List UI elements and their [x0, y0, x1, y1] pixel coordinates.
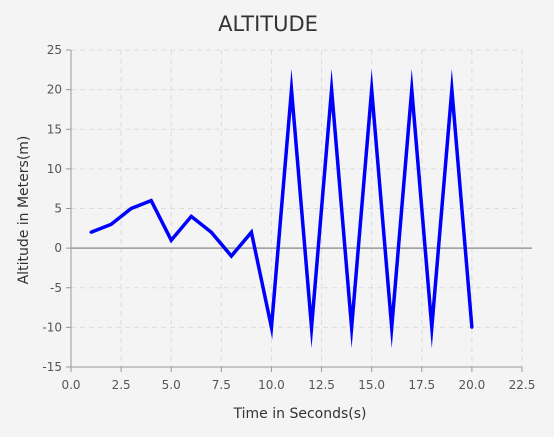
- data-point: [310, 325, 314, 329]
- y-tick-label: 20: [47, 83, 62, 97]
- x-tick-label: 7.5: [212, 378, 231, 392]
- y-tick-label: 10: [47, 162, 62, 176]
- y-axis-label: Altitude in Meters(m): [16, 136, 32, 285]
- series-line: [90, 68, 474, 349]
- y-tick-label: -10: [42, 320, 62, 334]
- x-tick-label: 17.5: [408, 378, 435, 392]
- data-point: [269, 325, 273, 329]
- data-point: [430, 325, 434, 329]
- data-point: [450, 88, 454, 92]
- data-point: [330, 88, 334, 92]
- data-point: [249, 230, 253, 234]
- y-axis-ticks: -15 -10 -5 0 5 10 15 20 25: [42, 43, 71, 374]
- x-tick-label: 5.0: [162, 378, 181, 392]
- y-tick-label: 25: [47, 43, 62, 57]
- data-point: [470, 325, 474, 329]
- data-point: [350, 325, 354, 329]
- x-tick-label: 22.5: [509, 378, 536, 392]
- grid: [70, 49, 523, 368]
- x-tick-label: 10.0: [258, 378, 285, 392]
- x-tick-label: 2.5: [112, 378, 131, 392]
- y-tick-label: 0: [54, 241, 62, 255]
- y-tick-label: -5: [50, 281, 62, 295]
- data-point: [410, 88, 414, 92]
- y-tick-label: -15: [42, 360, 62, 374]
- x-tick-label: 12.5: [308, 378, 335, 392]
- data-point: [209, 230, 213, 234]
- x-axis-ticks: 0.0 2.5 5.0 7.5 10.0 12.5 15.0 17.5 20.0 22.5: [61, 367, 535, 392]
- data-point: [390, 325, 394, 329]
- x-tick-label: 20.0: [459, 378, 486, 392]
- data-point: [149, 199, 153, 203]
- x-tick-label: 0.0: [61, 378, 80, 392]
- data-point: [129, 207, 133, 210]
- x-axis-label: Time in Seconds(s): [233, 406, 367, 422]
- data-point: [109, 222, 113, 226]
- data-point: [189, 214, 193, 218]
- data-point: [89, 230, 93, 234]
- x-tick-label: 15.0: [358, 378, 385, 392]
- data-point: [169, 238, 173, 242]
- data-point: [289, 88, 293, 92]
- data-point: [370, 88, 374, 92]
- data-point: [229, 254, 233, 258]
- series-layer: [89, 68, 474, 349]
- chart-title: ALTITUDE: [218, 12, 318, 36]
- y-tick-label: 15: [47, 122, 62, 136]
- y-tick-label: 5: [54, 202, 62, 216]
